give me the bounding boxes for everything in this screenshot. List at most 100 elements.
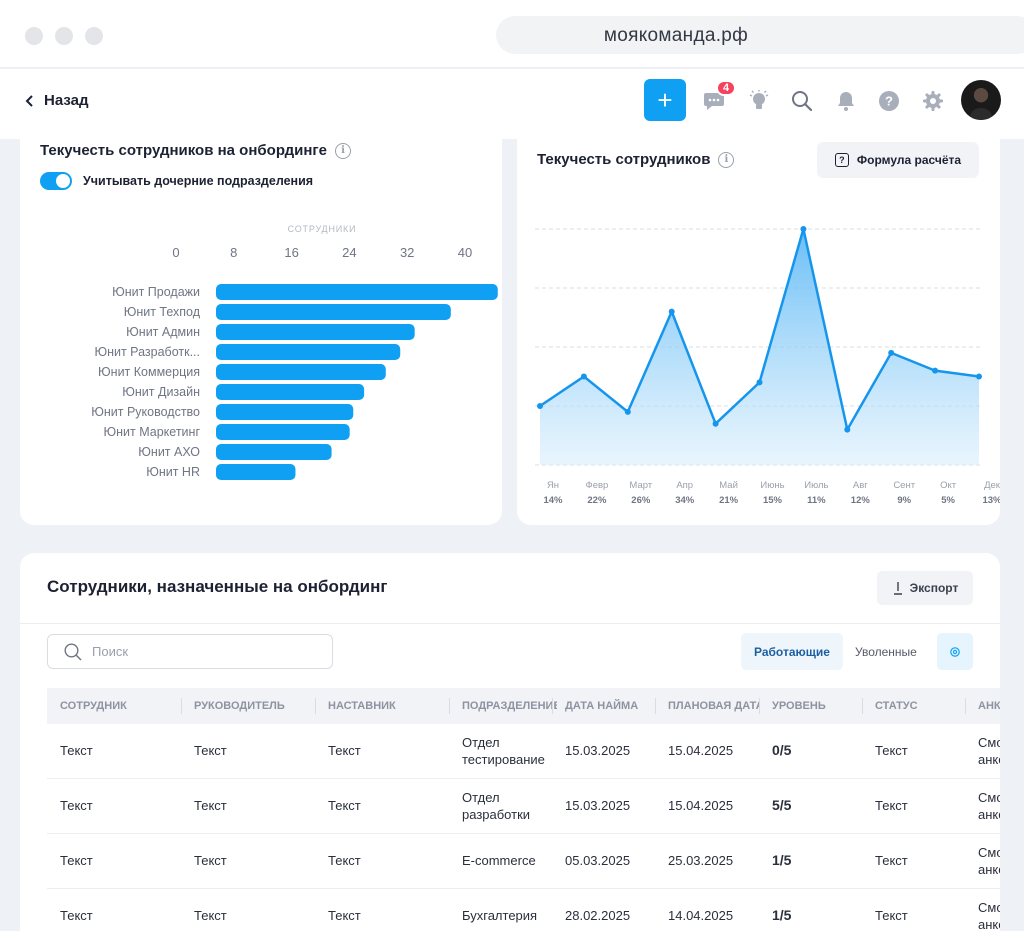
user-avatar[interactable] xyxy=(961,80,1001,120)
chart-point[interactable] xyxy=(888,349,895,356)
questionnaire-link[interactable]: Смотреть анкету xyxy=(978,790,1000,822)
column-header[interactable]: Сотрудник xyxy=(60,700,127,712)
chart-month-label: Авг xyxy=(853,480,868,491)
chart-point[interactable] xyxy=(800,226,807,232)
search-icon[interactable] xyxy=(790,89,814,113)
chart-value-label: 21% xyxy=(719,495,739,506)
window-minimize-dot[interactable] xyxy=(55,27,73,45)
help-icon[interactable]: ? xyxy=(877,89,901,113)
bar-chart-category-label: Юнит АХО xyxy=(138,445,200,459)
column-separator xyxy=(655,698,656,714)
chart-month-label: Сент xyxy=(893,480,915,491)
search-input[interactable]: Поиск xyxy=(47,634,333,669)
bar-chart-bar[interactable] xyxy=(216,464,296,480)
formula-button[interactable]: ? Формула расчёта xyxy=(817,142,979,178)
table-cell: Текст xyxy=(875,798,908,813)
export-button[interactable]: Экспорт xyxy=(877,571,973,605)
questionnaire-link[interactable]: Смотреть анкету xyxy=(978,900,1000,931)
column-header[interactable]: Дата найма xyxy=(565,700,639,712)
column-separator xyxy=(315,698,316,714)
lightbulb-icon[interactable] xyxy=(747,89,771,113)
table-cell: Текст xyxy=(875,908,908,923)
bar-chart-bar[interactable] xyxy=(216,344,401,360)
info-icon[interactable]: i xyxy=(718,151,735,168)
column-header[interactable]: Анкета xyxy=(978,700,1000,712)
table-cell: Текст xyxy=(328,853,361,868)
bar-chart-category-label: Юнит Маркетинг xyxy=(104,425,201,439)
bar-chart-bar[interactable] xyxy=(216,364,386,380)
chart-point[interactable] xyxy=(668,308,675,315)
bell-icon[interactable] xyxy=(834,89,858,113)
table-title: Сотрудники, назначенные на онбординг xyxy=(47,577,388,596)
turnover-title-text: Текучесть сотрудников xyxy=(537,151,711,168)
chart-point[interactable] xyxy=(624,408,631,415)
table-row[interactable]: Текст Текст Текст Отдел разработки 15.03.202… xyxy=(47,779,1000,834)
chart-point[interactable] xyxy=(712,420,719,427)
table-cell: 14.04.2025 xyxy=(668,908,734,923)
table-row[interactable]: Текст Текст Текст E-commerce 05.03.2025 25.03… xyxy=(47,834,1000,889)
chart-value-label: 15% xyxy=(763,495,783,506)
window-maximize-dot[interactable] xyxy=(85,27,103,45)
column-header[interactable]: Статус xyxy=(875,700,918,712)
bar-chart-bar[interactable] xyxy=(216,404,354,420)
bar-chart-bar[interactable] xyxy=(216,384,365,400)
bar-chart-tick-label: 32 xyxy=(400,245,414,260)
bar-chart-bar[interactable] xyxy=(216,424,350,440)
chart-value-label: 12% xyxy=(851,495,871,506)
questionnaire-link[interactable]: Смотреть анкету xyxy=(978,845,1000,877)
questionnaire-link[interactable]: Смотреть анкету xyxy=(978,735,1000,767)
bar-chart-bar[interactable] xyxy=(216,284,498,300)
column-separator xyxy=(965,698,966,714)
bar-chart-xlabel: СОТРУДНИКИ xyxy=(288,224,357,234)
column-header[interactable]: Руководитель xyxy=(194,700,285,712)
table-cell: Текст xyxy=(328,908,361,923)
table-cell: Бухгалтерия xyxy=(462,908,538,923)
chart-value-label: 5% xyxy=(941,495,955,506)
table-row[interactable]: Текст Текст Текст Отдел тестирование 15.03.2… xyxy=(47,724,1000,779)
browser-toolbar: моякоманда.рф xyxy=(0,0,1024,68)
window-close-dot[interactable] xyxy=(25,27,43,45)
address-bar[interactable]: моякоманда.рф xyxy=(496,16,1024,54)
table-cell: 5/5 xyxy=(772,797,792,813)
column-header[interactable]: Плановая дата xyxy=(668,700,760,712)
table-cell: 0/5 xyxy=(772,742,792,758)
column-separator xyxy=(181,698,182,714)
chart-point[interactable] xyxy=(580,373,587,380)
column-header[interactable]: Уровень xyxy=(772,700,826,712)
table-header: Сотрудник Руководитель Наставник Подразделе… xyxy=(47,688,1000,724)
bar-chart-tick-label: 8 xyxy=(230,245,237,260)
gear-icon[interactable] xyxy=(921,89,945,113)
chart-point[interactable] xyxy=(932,367,939,374)
table-settings-button[interactable] xyxy=(937,633,973,670)
child-units-toggle[interactable] xyxy=(40,172,72,190)
chart-point[interactable] xyxy=(756,379,763,386)
bar-chart-bar[interactable] xyxy=(216,304,451,320)
tab-dismissed[interactable]: Уволенные xyxy=(855,644,917,659)
download-icon xyxy=(893,582,902,595)
chevron-left-icon xyxy=(25,94,33,107)
column-header[interactable]: Наставник xyxy=(328,700,396,712)
table-cell: 15.03.2025 xyxy=(565,743,631,758)
table-cell: 28.02.2025 xyxy=(565,908,631,923)
chart-point[interactable] xyxy=(844,426,851,433)
bar-chart-bar[interactable] xyxy=(216,324,415,340)
bar-chart-category-label: Юнит Продажи xyxy=(112,285,200,299)
turnover-title: Текучесть сотрудников i xyxy=(537,151,735,168)
add-button-label: + xyxy=(657,84,673,115)
back-button[interactable]: Назад xyxy=(24,92,88,109)
add-button[interactable]: + xyxy=(644,79,686,121)
column-header[interactable]: Подразделение xyxy=(462,700,557,712)
formula-button-label: Формула расчёта xyxy=(856,153,962,167)
bar-chart-bar[interactable] xyxy=(216,444,332,460)
table-cell: Текст xyxy=(875,743,908,758)
search-placeholder: Поиск xyxy=(92,644,129,659)
table-row[interactable]: Текст Текст Текст Бухгалтерия 28.02.2025 14.0… xyxy=(47,889,1000,931)
chart-point[interactable] xyxy=(976,373,982,380)
chart-value-label: 26% xyxy=(631,495,651,506)
chart-point[interactable] xyxy=(537,403,543,409)
info-icon[interactable]: i xyxy=(335,142,352,159)
chart-month-label: Февр xyxy=(585,480,608,491)
tab-working[interactable]: Работающие xyxy=(741,633,843,670)
table-cell: Текст xyxy=(194,853,227,868)
messages-icon[interactable] xyxy=(702,89,726,113)
